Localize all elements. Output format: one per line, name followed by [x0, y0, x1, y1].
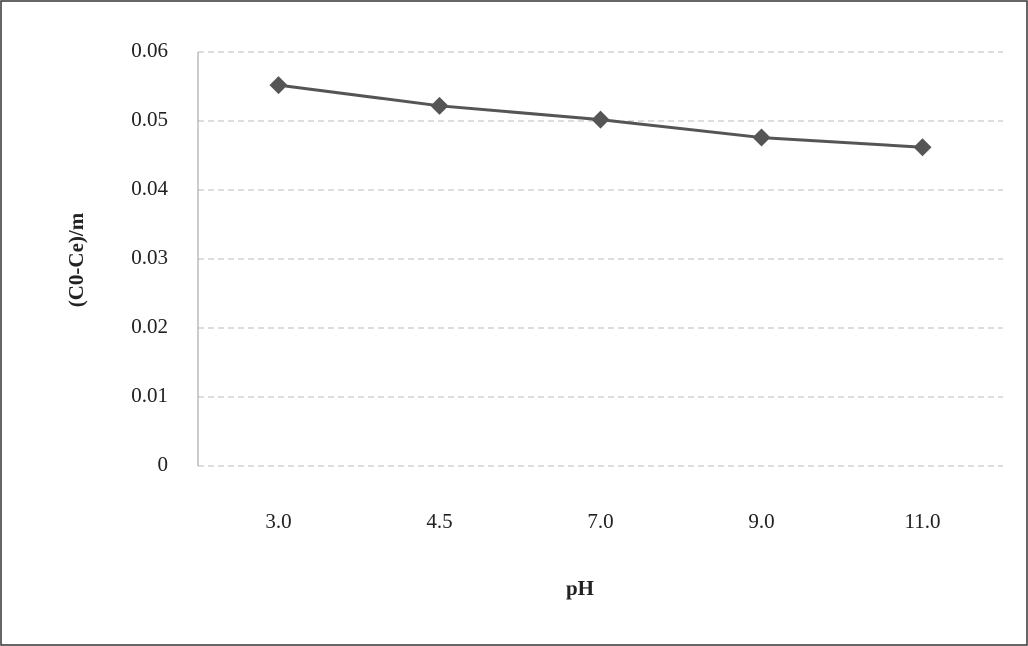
marker — [753, 129, 771, 147]
marker — [270, 76, 288, 94]
x-tick-label: 7.0 — [587, 509, 613, 533]
x-tick-label: 3.0 — [265, 509, 291, 533]
x-axis-title: pH — [566, 576, 594, 600]
marker — [914, 138, 932, 156]
y-tick-label: 0.01 — [131, 383, 168, 407]
y-tick-label: 0.02 — [131, 314, 168, 338]
marker — [431, 97, 449, 115]
marker — [592, 111, 610, 129]
y-tick-label: 0.05 — [131, 107, 168, 131]
x-tick-label: 9.0 — [748, 509, 774, 533]
x-tick-label: 4.5 — [426, 509, 452, 533]
y-tick-label: 0.06 — [131, 38, 168, 62]
y-tick-label: 0.04 — [131, 176, 168, 200]
y-axis-title: (C0-Ce)/m — [64, 212, 88, 307]
x-tick-label: 11.0 — [905, 509, 941, 533]
y-tick-label: 0.03 — [131, 245, 168, 269]
chart: pH (C0-Ce)/m 0 0.01 0.02 0.03 0.04 0.05 0.06 3.… — [0, 0, 1028, 646]
y-tick-label: 0 — [158, 452, 169, 476]
